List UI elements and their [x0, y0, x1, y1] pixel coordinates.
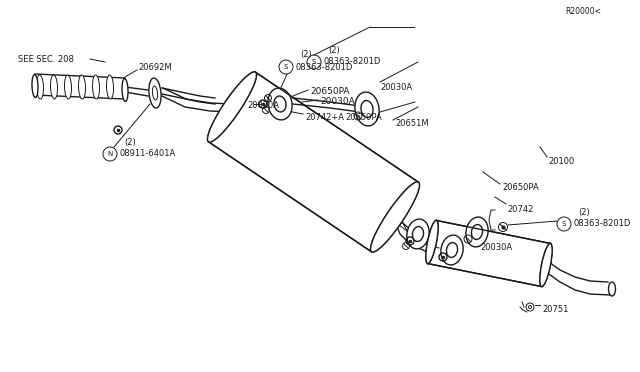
Text: SEE SEC. 208: SEE SEC. 208: [18, 55, 74, 64]
Text: 20742: 20742: [507, 205, 533, 214]
Text: (2): (2): [300, 51, 312, 60]
Polygon shape: [209, 72, 419, 252]
Ellipse shape: [466, 217, 488, 247]
Text: 20020A: 20020A: [247, 102, 279, 110]
Ellipse shape: [540, 243, 552, 286]
Text: 08363-8201D: 08363-8201D: [323, 58, 380, 67]
Text: 08363-8201D: 08363-8201D: [573, 219, 630, 228]
Text: 20742+A: 20742+A: [305, 113, 344, 122]
Text: S: S: [284, 64, 288, 70]
Ellipse shape: [355, 92, 379, 126]
Text: 20100: 20100: [548, 157, 574, 167]
Text: R20000<: R20000<: [565, 7, 601, 16]
Ellipse shape: [32, 74, 38, 97]
Ellipse shape: [371, 182, 419, 252]
Text: 20030A: 20030A: [380, 83, 412, 92]
Ellipse shape: [92, 75, 100, 99]
Ellipse shape: [149, 78, 161, 108]
Text: 08911-6401A: 08911-6401A: [119, 150, 175, 158]
Ellipse shape: [529, 305, 531, 308]
Ellipse shape: [207, 72, 257, 142]
Text: 20030A: 20030A: [320, 97, 355, 106]
Ellipse shape: [540, 243, 552, 286]
Ellipse shape: [441, 235, 463, 265]
Text: 08363-8201D: 08363-8201D: [295, 62, 353, 71]
Ellipse shape: [361, 100, 373, 118]
Text: 20651M: 20651M: [395, 119, 429, 128]
Ellipse shape: [268, 88, 292, 120]
Text: 20030A: 20030A: [480, 243, 512, 251]
Ellipse shape: [79, 75, 86, 99]
Ellipse shape: [207, 72, 257, 142]
Text: S: S: [562, 221, 566, 227]
Ellipse shape: [412, 227, 424, 241]
Ellipse shape: [426, 221, 438, 264]
Text: N: N: [108, 151, 113, 157]
Polygon shape: [428, 221, 550, 286]
Text: 20751: 20751: [542, 305, 568, 314]
Ellipse shape: [106, 75, 113, 99]
Ellipse shape: [472, 225, 483, 240]
Ellipse shape: [609, 282, 616, 296]
Text: 20650PA: 20650PA: [502, 183, 539, 192]
Text: (2): (2): [124, 138, 136, 147]
Text: (2): (2): [578, 208, 589, 217]
Ellipse shape: [65, 75, 72, 99]
Ellipse shape: [51, 75, 58, 99]
Ellipse shape: [447, 243, 458, 257]
Ellipse shape: [526, 303, 534, 311]
Ellipse shape: [274, 96, 286, 112]
Text: 20650PA: 20650PA: [310, 87, 349, 96]
Ellipse shape: [371, 182, 419, 252]
Text: 20650PA: 20650PA: [345, 112, 381, 122]
Ellipse shape: [426, 221, 438, 264]
Ellipse shape: [407, 219, 429, 249]
Ellipse shape: [152, 86, 157, 100]
Ellipse shape: [122, 78, 128, 102]
Text: 20692M: 20692M: [138, 62, 172, 71]
Text: (2): (2): [328, 45, 340, 55]
Ellipse shape: [36, 75, 44, 99]
Text: S: S: [312, 59, 316, 65]
